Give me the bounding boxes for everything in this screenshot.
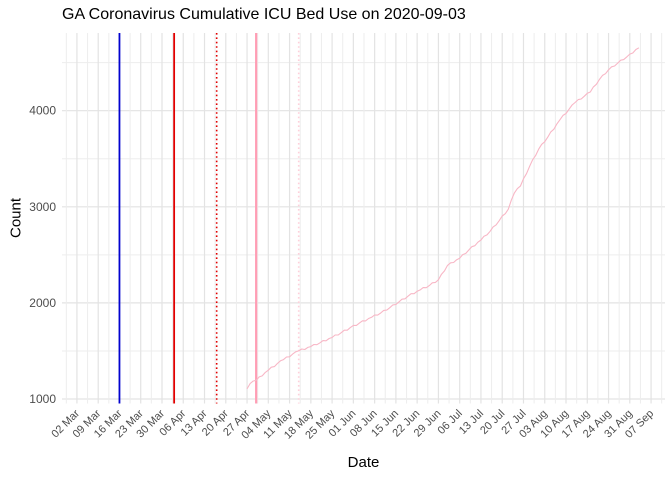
y-tick-label: 3000 [29,200,56,214]
chart-title: GA Coronavirus Cumulative ICU Bed Use on… [62,6,466,23]
y-tick-label: 4000 [29,104,56,118]
icu-series-line [246,47,640,390]
y-tick-label: 1000 [29,392,56,406]
y-tick-label: 2000 [29,296,56,310]
y-axis-title: Count [7,197,25,239]
x-axis-title: Date [347,454,380,471]
